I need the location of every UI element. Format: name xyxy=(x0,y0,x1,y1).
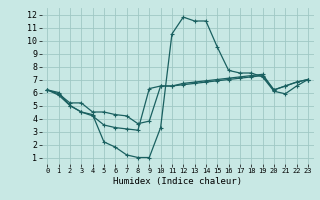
X-axis label: Humidex (Indice chaleur): Humidex (Indice chaleur) xyxy=(113,177,242,186)
